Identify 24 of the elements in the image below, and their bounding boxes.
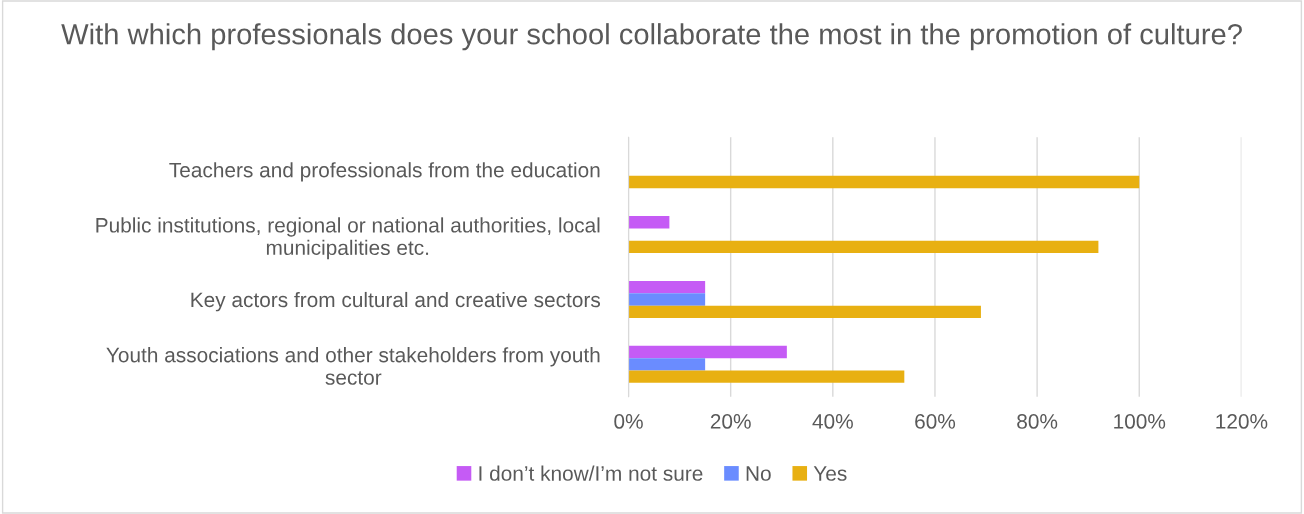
bar bbox=[628, 358, 706, 371]
x-tick-label: 100% bbox=[1114, 414, 1166, 429]
bar bbox=[628, 370, 905, 383]
bar bbox=[628, 216, 670, 229]
y-tick-label: Public institutions, regional or national authorities, local municipalities etc. bbox=[96, 217, 600, 260]
legend-label: Yes bbox=[813, 466, 847, 481]
bar bbox=[628, 280, 706, 294]
bar bbox=[628, 345, 787, 359]
x-tick-label: 80% bbox=[1017, 414, 1058, 429]
x-tick-label: 120% bbox=[1216, 414, 1268, 429]
x-tick-label: 20% bbox=[710, 414, 751, 429]
legend-label: I don’t know/I’m not sure bbox=[479, 465, 703, 481]
bar bbox=[628, 293, 706, 306]
y-tick-label: Teachers and professionals from the education bbox=[169, 162, 600, 182]
x-tick-label: 60% bbox=[915, 414, 956, 429]
legend-label: No bbox=[746, 466, 771, 481]
y-tick-label: Youth associations and other stakeholders from youth sector bbox=[106, 347, 600, 385]
y-tick-label: Key actors from cultural and creative sectors bbox=[191, 291, 601, 312]
bar bbox=[628, 240, 1099, 254]
bar bbox=[628, 305, 981, 318]
x-tick-label: 0% bbox=[614, 414, 643, 429]
x-tick-label: 40% bbox=[812, 414, 853, 429]
chart-title: With which professionals does your school collaborate the most in the promotion of culture? bbox=[61, 23, 1242, 51]
bar bbox=[628, 175, 1140, 189]
